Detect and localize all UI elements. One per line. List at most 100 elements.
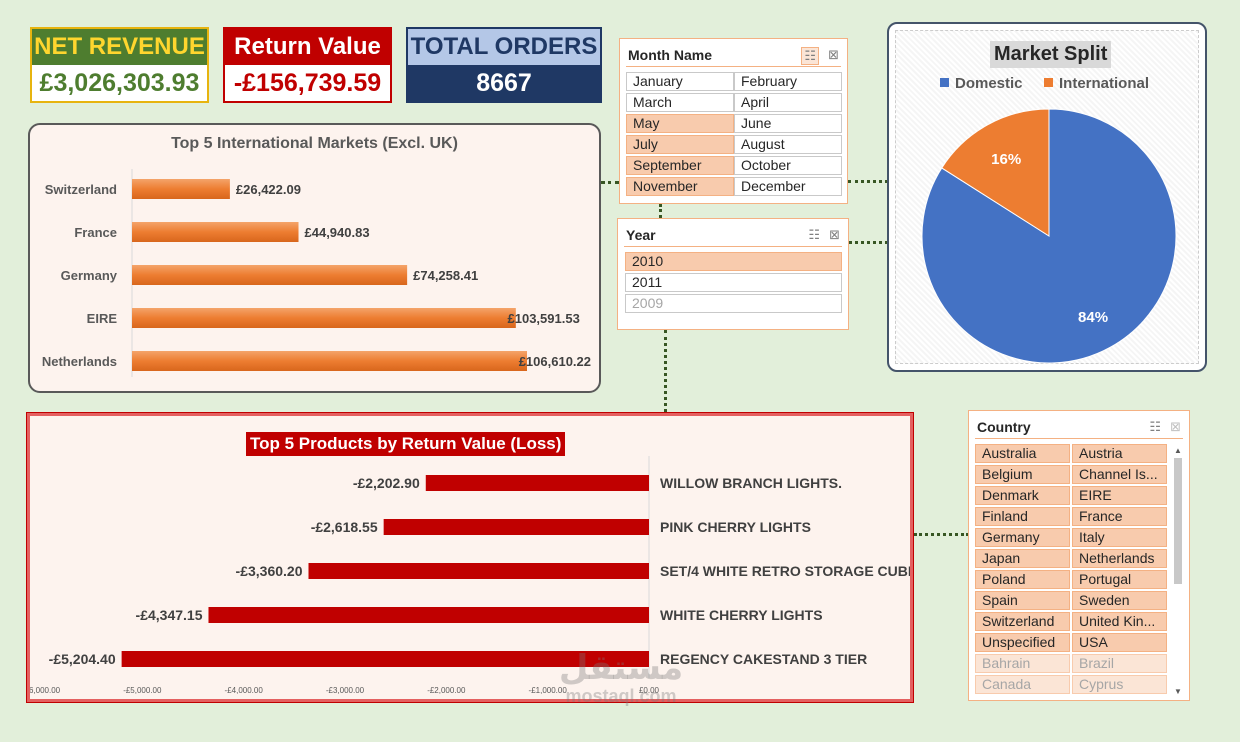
slicer-item-finland[interactable]: Finland (975, 507, 1070, 526)
watermark: مستقل mostaql.com (536, 650, 706, 707)
slicer-item-august[interactable]: August (734, 135, 842, 154)
clear-filter-icon[interactable]: ⊠ (828, 47, 839, 62)
scroll-down-icon[interactable]: ▼ (1174, 687, 1182, 696)
market-split-chart: Market Split Domestic International 84% 1… (887, 22, 1207, 372)
international-markets-chart: Top 5 International Markets (Excl. UK) S… (28, 123, 601, 393)
bar (208, 607, 649, 623)
tick-label: £0.00 (639, 686, 660, 695)
slicer-item-november[interactable]: November (626, 177, 734, 196)
year-slicer: Year ☷ ⊠ 2010 2011 2009 (617, 218, 849, 330)
legend-international: International (1044, 75, 1149, 92)
watermark-arabic: مستقل (558, 649, 684, 687)
connector-line (848, 180, 888, 183)
bar (132, 179, 230, 199)
slicer-header: Country ☷ ⊠ (975, 417, 1183, 439)
category-label: France (74, 225, 117, 240)
slicer-item-united-kin[interactable]: United Kin... (1072, 612, 1167, 631)
slicer-item-eire[interactable]: EIRE (1072, 486, 1167, 505)
slicer-item-april[interactable]: April (734, 93, 842, 112)
bar (425, 475, 649, 491)
category-label: Netherlands (42, 354, 117, 369)
slicer-item-denmark[interactable]: Denmark (975, 486, 1070, 505)
slicer-item-2010[interactable]: 2010 (625, 252, 842, 271)
category-label: EIRE (87, 311, 118, 326)
connector-line (664, 330, 667, 412)
legend-swatch (940, 78, 949, 87)
slicer-item-february[interactable]: February (734, 72, 842, 91)
slicer-title: Country (977, 419, 1031, 435)
slicer-item-cyprus[interactable]: Cyprus (1072, 675, 1167, 694)
slicer-item-june[interactable]: June (734, 114, 842, 133)
slicer-item-japan[interactable]: Japan (975, 549, 1070, 568)
data-label: £26,422.09 (236, 182, 301, 197)
data-label: -£2,202.90 (353, 475, 420, 491)
bar (132, 265, 408, 285)
slicer-item-may[interactable]: May (626, 114, 734, 133)
category-label: SET/4 WHITE RETRO STORAGE CUBES (660, 563, 910, 579)
connector-line (914, 533, 969, 536)
slicer-item-brazil[interactable]: Brazil (1072, 654, 1167, 673)
category-label: Germany (61, 268, 118, 283)
slicer-item-2011[interactable]: 2011 (625, 273, 842, 292)
slicer-item-spain[interactable]: Spain (975, 591, 1070, 610)
international-bar-chart: Switzerland £26,422.09 France £44,940.83 Ger… (42, 169, 591, 377)
connector-line (659, 204, 662, 218)
bar (308, 563, 649, 579)
chart-plot-area: Market Split Domestic International 84% 1… (895, 30, 1199, 364)
clear-filter-icon[interactable]: ⊠ (829, 227, 840, 242)
total-orders-card: TOTAL ORDERS 8667 (406, 27, 602, 103)
data-label: -£3,360.20 (236, 563, 303, 579)
net-revenue-label: NET REVENUE (32, 29, 207, 65)
slicer-title: Month Name (628, 47, 712, 63)
legend-swatch (1044, 78, 1053, 87)
slicer-item-december[interactable]: December (734, 177, 842, 196)
pie-chart: 84% 16% (921, 108, 1177, 364)
slicer-item-austria[interactable]: Austria (1072, 444, 1167, 463)
slicer-item-january[interactable]: January (626, 72, 734, 91)
multi-select-icon[interactable]: ☷ (808, 227, 820, 242)
multi-select-icon[interactable]: ☷ (1149, 419, 1161, 434)
slicer-item-unspecified[interactable]: Unspecified (975, 633, 1070, 652)
slicer-item-september[interactable]: September (626, 156, 734, 175)
slicer-item-channel-is[interactable]: Channel Is... (1072, 465, 1167, 484)
legend-label: International (1059, 75, 1150, 92)
slicer-item-portugal[interactable]: Portugal (1072, 570, 1167, 589)
slicer-item-australia[interactable]: Australia (975, 444, 1070, 463)
clear-filter-icon[interactable]: ⊠ (1170, 419, 1181, 434)
slicer-item-october[interactable]: October (734, 156, 842, 175)
slicer-item-germany[interactable]: Germany (975, 528, 1070, 547)
legend-label: Domestic (955, 75, 1023, 92)
chart-title: Market Split (990, 41, 1112, 68)
slicer-title: Year (626, 227, 656, 243)
slice-label: 84% (1078, 309, 1108, 326)
slicer-item-bahrain[interactable]: Bahrain (975, 654, 1070, 673)
slicer-item-march[interactable]: March (626, 93, 734, 112)
tick-label: -£4,000.00 (225, 686, 264, 695)
scrollbar[interactable]: ▲ ▼ (1172, 446, 1184, 696)
slicer-item-sweden[interactable]: Sweden (1072, 591, 1167, 610)
slicer-item-2009[interactable]: 2009 (625, 294, 842, 313)
slicer-item-switzerland[interactable]: Switzerland (975, 612, 1070, 631)
scrollbar-thumb[interactable] (1174, 458, 1182, 584)
slicer-item-canada[interactable]: Canada (975, 675, 1070, 694)
slicer-item-usa[interactable]: USA (1072, 633, 1167, 652)
legend-domestic: Domestic (940, 75, 1023, 92)
month-slicer: Month Name ☷ ⊠ January February March April… (619, 38, 848, 204)
scroll-up-icon[interactable]: ▲ (1174, 446, 1182, 455)
slicer-item-poland[interactable]: Poland (975, 570, 1070, 589)
data-label: £106,610.22 (519, 354, 591, 369)
multi-select-icon[interactable]: ☷ (801, 47, 819, 65)
data-label: -£2,618.55 (311, 519, 378, 535)
slicer-item-july[interactable]: July (626, 135, 734, 154)
category-label: PINK CHERRY LIGHTS (660, 519, 811, 535)
slicer-item-italy[interactable]: Italy (1072, 528, 1167, 547)
slicer-item-netherlands[interactable]: Netherlands (1072, 549, 1167, 568)
net-revenue-card: NET REVENUE £3,026,303.93 (30, 27, 209, 103)
data-label: -£4,347.15 (136, 607, 203, 623)
slicer-item-belgium[interactable]: Belgium (975, 465, 1070, 484)
total-orders-label: TOTAL ORDERS (408, 29, 600, 65)
pie-slice (941, 108, 1050, 237)
chart-title: Top 5 International Markets (Excl. UK) (171, 135, 458, 152)
slicer-item-france[interactable]: France (1072, 507, 1167, 526)
return-value-label: Return Value (225, 29, 390, 65)
